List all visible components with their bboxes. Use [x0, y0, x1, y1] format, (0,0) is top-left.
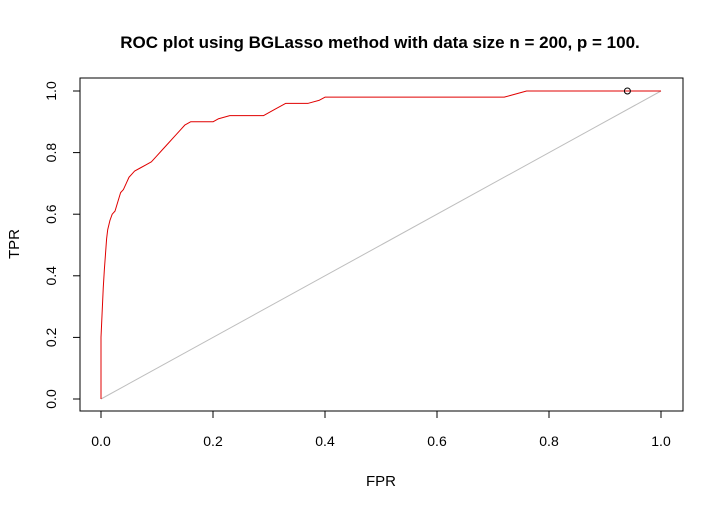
x-tick-label: 0.8 — [539, 433, 559, 449]
x-tick-label: 0.0 — [91, 433, 111, 449]
x-tick-label: 0.6 — [427, 433, 447, 449]
x-axis-label: FPR — [366, 473, 396, 490]
y-tick-label: 0.6 — [43, 204, 59, 224]
y-tick-label: 1.0 — [43, 81, 59, 101]
x-tick-label: 0.2 — [203, 433, 223, 449]
x-axis: 0.0 0.2 0.4 0.6 0.8 1.0 — [91, 410, 671, 449]
y-axis: 0.0 0.2 0.4 0.6 0.8 1.0 — [43, 81, 81, 409]
roc-curve-line — [100, 90, 661, 399]
diagonal-reference-layer — [100, 90, 662, 400]
y-tick-label: 0.4 — [43, 266, 59, 286]
y-tick-label: 0.8 — [43, 143, 59, 163]
y-axis-label: TPR — [6, 229, 23, 259]
open-circle-marker — [623, 87, 631, 95]
y-tick-label: 0.0 — [43, 389, 59, 409]
chart-title: ROC plot using BGLasso method with data … — [120, 33, 640, 52]
x-tick-label: 1.0 — [651, 433, 671, 449]
roc-curve-layer — [100, 90, 661, 399]
marker-layer — [623, 87, 631, 95]
y-tick-label: 0.2 — [43, 327, 59, 347]
x-tick-label: 0.4 — [315, 433, 335, 449]
diagonal-reference-line — [100, 90, 662, 400]
